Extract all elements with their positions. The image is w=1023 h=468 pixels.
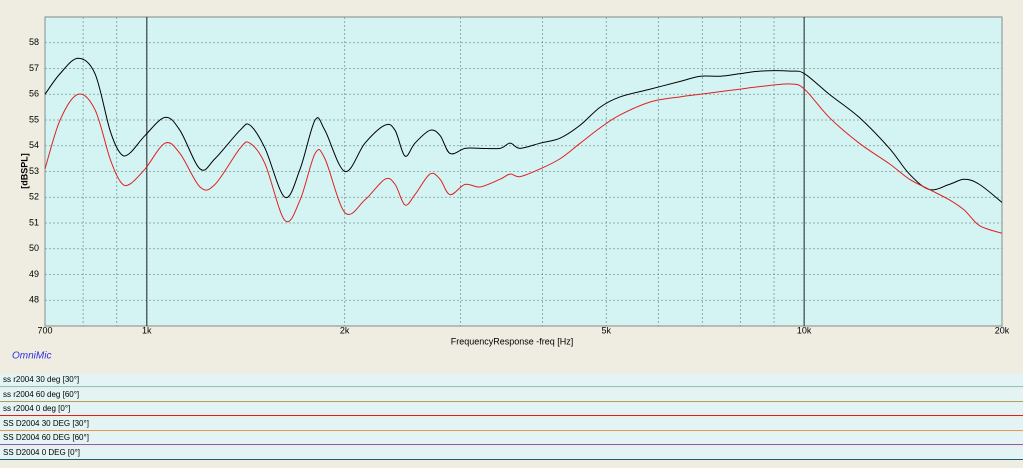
series-line [44,57,1003,203]
y-tick-label: 58 [29,37,39,47]
x-tick-label: 2k [340,325,350,335]
trace-row[interactable]: ss r2004 0 deg [0°] [0,403,1023,416]
trace-list: ss r2004 30 deg [30°] ss r2004 60 deg [60… [0,374,1023,461]
trace-row[interactable]: ss r2004 30 deg [30°] [0,374,1023,387]
y-tick-label: 54 [29,140,39,150]
x-axis-label: FrequencyResponse -freq [Hz] [451,336,574,346]
y-tick-label: 50 [29,243,39,253]
x-tick-label: 5k [602,325,612,335]
x-tick-label: 1k [142,325,152,335]
trace-row[interactable]: ss r2004 60 deg [60°] [0,388,1023,402]
x-tick-label: 20k [995,325,1010,335]
y-tick-label: 51 [29,217,39,227]
trace-row[interactable]: SS D2004 0 DEG [0°] [0,446,1023,460]
y-tick-label: 55 [29,114,39,124]
x-tick-label: 10k [797,325,812,335]
y-axis-label: [dBSPL] [19,153,29,189]
watermark: OmniMic [12,351,51,362]
series-line [44,83,1003,234]
trace-row[interactable]: SS D2004 30 DEG [30°] [0,417,1023,431]
y-tick-label: 52 [29,192,39,202]
y-tick-label: 57 [29,63,39,73]
chart: FrequencyResponse -freq [Hz] [dBSPL] Omn… [12,16,1010,362]
y-tick-label: 48 [29,295,39,305]
y-tick-label: 49 [29,269,39,279]
x-tick-label: 700 [37,325,52,335]
trace-row[interactable]: SS D2004 60 DEG [60°] [0,432,1023,445]
y-tick-label: 53 [29,166,39,176]
y-tick-label: 56 [29,89,39,99]
